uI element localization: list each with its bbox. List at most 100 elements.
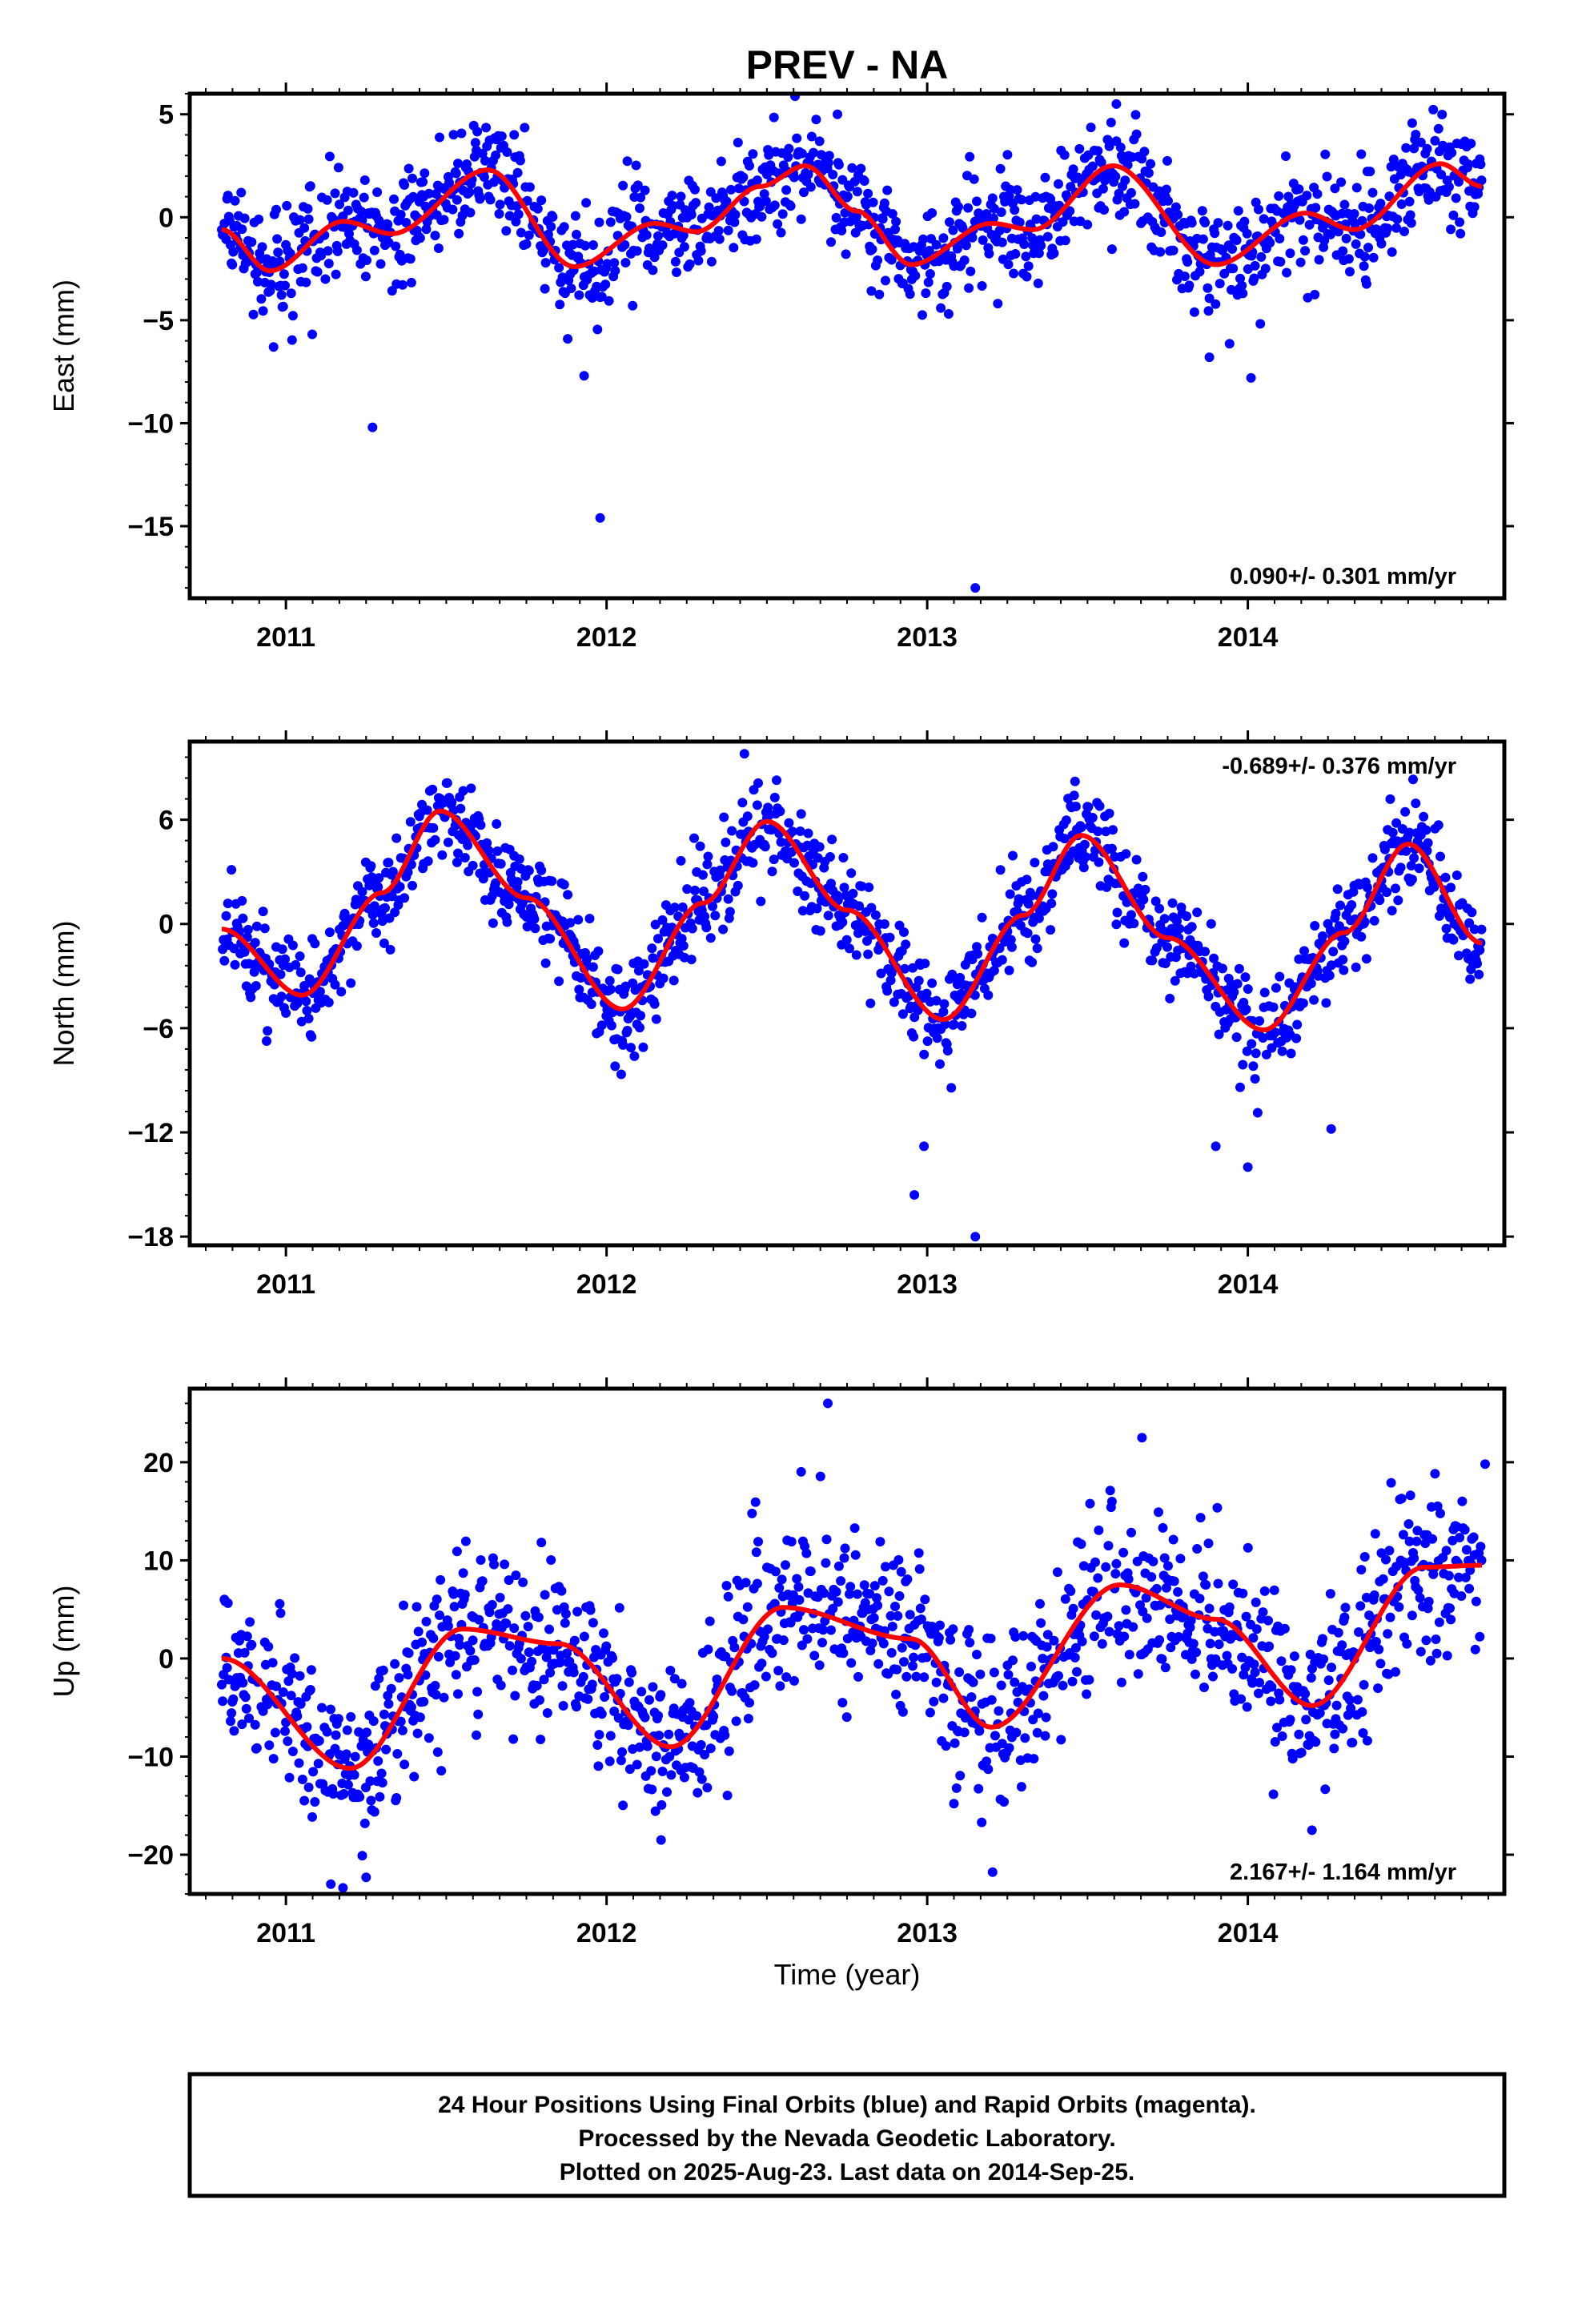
data-point bbox=[253, 276, 263, 287]
data-point bbox=[357, 1851, 367, 1861]
data-point bbox=[1406, 861, 1416, 870]
data-point bbox=[495, 1592, 505, 1602]
data-point bbox=[1168, 245, 1178, 255]
data-point bbox=[913, 1548, 924, 1558]
data-point bbox=[999, 1797, 1009, 1807]
data-point bbox=[1119, 1631, 1130, 1642]
data-point bbox=[989, 965, 999, 975]
data-point bbox=[287, 335, 297, 345]
data-point bbox=[1111, 1558, 1122, 1569]
data-point bbox=[686, 210, 697, 219]
data-point bbox=[1179, 271, 1190, 282]
data-point bbox=[508, 1665, 517, 1675]
data-point bbox=[247, 1639, 257, 1650]
data-point bbox=[616, 1069, 626, 1080]
data-point bbox=[403, 1670, 413, 1680]
data-point bbox=[1242, 228, 1252, 239]
data-point bbox=[887, 209, 897, 219]
data-point bbox=[1247, 1678, 1258, 1688]
data-point bbox=[1363, 243, 1373, 253]
data-point bbox=[624, 1764, 635, 1775]
data-point bbox=[799, 187, 809, 198]
data-point bbox=[908, 963, 917, 973]
data-point bbox=[775, 806, 785, 817]
data-point bbox=[1206, 919, 1216, 929]
data-point bbox=[1099, 205, 1109, 215]
data-point bbox=[1259, 987, 1270, 998]
data-point bbox=[1325, 229, 1335, 239]
data-point bbox=[439, 215, 449, 225]
data-point bbox=[539, 1675, 549, 1685]
data-point bbox=[229, 1726, 239, 1736]
data-point bbox=[639, 959, 649, 969]
up-fit-curve bbox=[221, 1562, 1483, 1771]
data-point bbox=[303, 1013, 314, 1023]
data-point bbox=[1425, 1655, 1435, 1666]
data-point bbox=[1047, 889, 1058, 899]
data-point bbox=[1375, 199, 1386, 209]
data-point bbox=[299, 223, 310, 233]
data-point bbox=[516, 1654, 526, 1664]
data-point bbox=[509, 1623, 520, 1634]
data-point bbox=[609, 258, 620, 268]
data-point bbox=[814, 136, 825, 147]
data-point bbox=[1203, 306, 1214, 316]
data-point bbox=[809, 1651, 820, 1661]
data-point bbox=[307, 329, 317, 340]
data-point bbox=[1259, 214, 1269, 224]
x-axis-label: Time (year) bbox=[774, 1958, 921, 1991]
data-point bbox=[1003, 259, 1014, 270]
data-point bbox=[646, 1766, 656, 1776]
data-point bbox=[1160, 1663, 1170, 1673]
data-point bbox=[769, 792, 780, 802]
data-point bbox=[481, 123, 492, 133]
data-point bbox=[1367, 187, 1378, 198]
data-point bbox=[1201, 1580, 1211, 1590]
data-point bbox=[1352, 1695, 1363, 1705]
data-point bbox=[1431, 1648, 1442, 1659]
data-point bbox=[250, 938, 260, 948]
data-point bbox=[647, 943, 657, 954]
data-point bbox=[1327, 1663, 1336, 1673]
data-point bbox=[921, 988, 932, 999]
data-point bbox=[1022, 928, 1033, 939]
data-point bbox=[665, 1666, 676, 1675]
data-point bbox=[1400, 806, 1411, 817]
data-point bbox=[896, 1566, 906, 1577]
data-point bbox=[745, 161, 754, 171]
data-point bbox=[1323, 1675, 1334, 1686]
data-point bbox=[1401, 143, 1411, 153]
data-point bbox=[285, 248, 295, 259]
data-point bbox=[897, 1642, 907, 1653]
data-point bbox=[430, 1680, 440, 1691]
data-point bbox=[1235, 1082, 1245, 1092]
data-point bbox=[781, 1560, 790, 1570]
data-point bbox=[700, 1750, 710, 1759]
data-point bbox=[396, 1716, 406, 1727]
north-y-axis-label: North (mm) bbox=[47, 921, 80, 1067]
data-point bbox=[1333, 1627, 1343, 1638]
data-point bbox=[1285, 248, 1295, 259]
data-point bbox=[809, 147, 819, 158]
data-point bbox=[247, 237, 257, 247]
data-point bbox=[727, 826, 737, 836]
outlier-point bbox=[739, 749, 749, 759]
data-point bbox=[524, 230, 534, 240]
data-point bbox=[1054, 1671, 1063, 1681]
data-point bbox=[811, 115, 821, 125]
data-point bbox=[1186, 218, 1197, 228]
data-point bbox=[451, 1670, 461, 1680]
data-point bbox=[437, 850, 448, 860]
data-point bbox=[1356, 931, 1367, 942]
data-point bbox=[1275, 234, 1285, 243]
data-point bbox=[540, 958, 551, 968]
data-point bbox=[465, 207, 476, 218]
data-point bbox=[685, 259, 695, 269]
data-point bbox=[726, 184, 736, 195]
data-point bbox=[839, 1553, 849, 1563]
data-point bbox=[496, 131, 507, 142]
data-point bbox=[376, 1768, 387, 1779]
data-point bbox=[492, 846, 503, 856]
outlier-point bbox=[1111, 99, 1122, 109]
data-point bbox=[1222, 1651, 1232, 1661]
